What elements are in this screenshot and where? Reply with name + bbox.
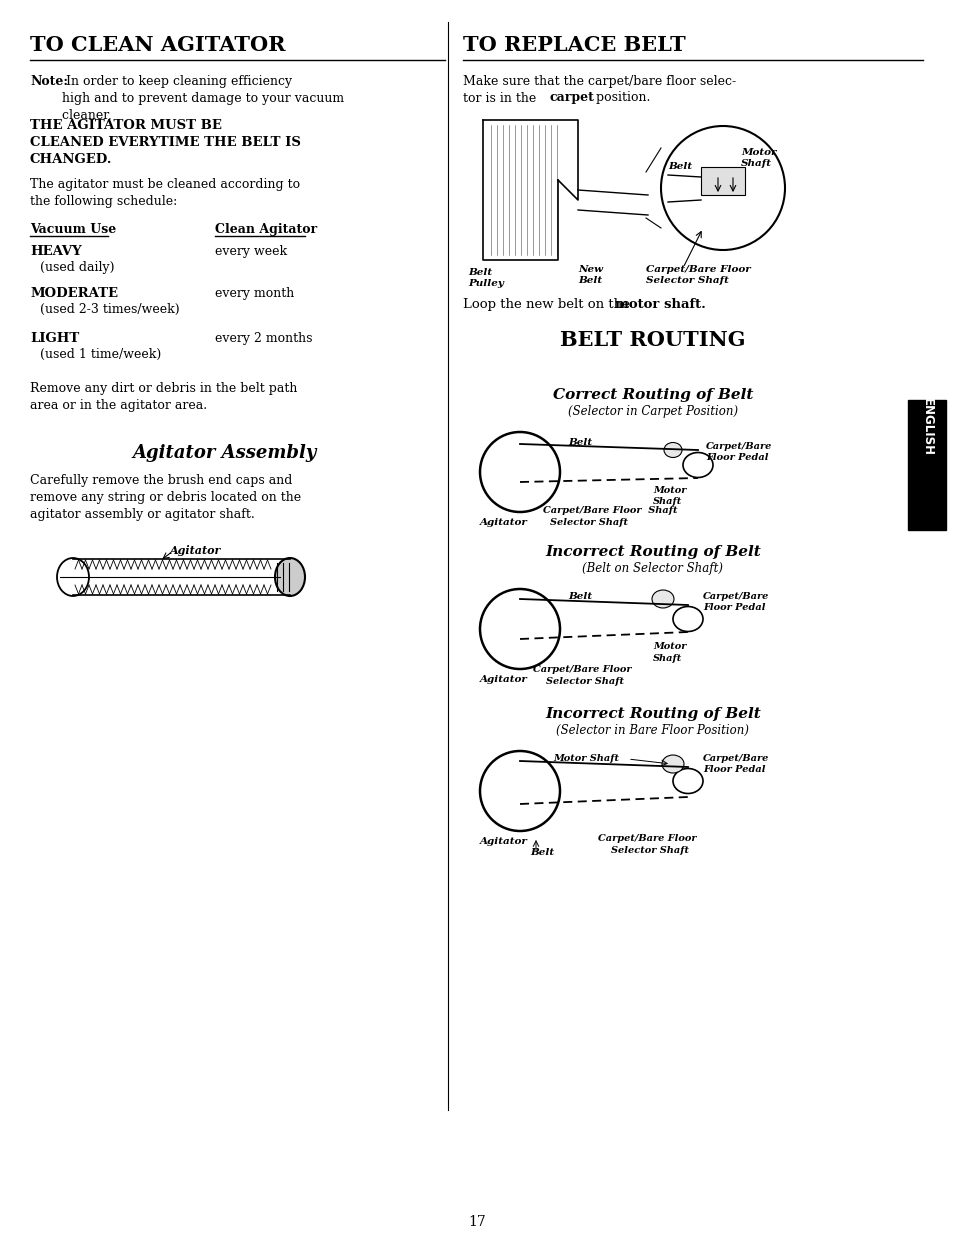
Text: (used 1 time/week): (used 1 time/week) bbox=[40, 348, 161, 361]
Text: motor shaft.: motor shaft. bbox=[615, 298, 705, 311]
Text: Agitator: Agitator bbox=[479, 518, 527, 527]
Text: Vacuum Use: Vacuum Use bbox=[30, 223, 116, 236]
Bar bbox=[907, 401, 945, 529]
Text: New
Belt: New Belt bbox=[578, 265, 602, 285]
Text: Shaft: Shaft bbox=[652, 653, 681, 663]
Text: Carpet/Bare
Floor Pedal: Carpet/Bare Floor Pedal bbox=[702, 754, 768, 774]
Text: In order to keep cleaning efficiency
high and to prevent damage to your vacuum
c: In order to keep cleaning efficiency hig… bbox=[62, 74, 344, 122]
Text: Belt: Belt bbox=[567, 591, 592, 601]
Text: Incorrect Routing of Belt: Incorrect Routing of Belt bbox=[544, 546, 760, 559]
Text: Belt: Belt bbox=[530, 848, 554, 857]
Text: HEAVY: HEAVY bbox=[30, 246, 82, 258]
Text: Belt
Pulley: Belt Pulley bbox=[468, 268, 503, 288]
Text: Carpet/Bare Floor
Selector Shaft: Carpet/Bare Floor Selector Shaft bbox=[645, 265, 750, 285]
Text: MODERATE: MODERATE bbox=[30, 286, 118, 300]
Text: Remove any dirt or debris in the belt path
area or in the agitator area.: Remove any dirt or debris in the belt pa… bbox=[30, 382, 297, 412]
Text: Agitator Assembly: Agitator Assembly bbox=[132, 444, 316, 463]
Text: LIGHT: LIGHT bbox=[30, 332, 79, 345]
Text: THE AGITATOR MUST BE
CLEANED EVERYTIME THE BELT IS
CHANGED.: THE AGITATOR MUST BE CLEANED EVERYTIME T… bbox=[30, 119, 300, 166]
Text: Correct Routing of Belt: Correct Routing of Belt bbox=[552, 388, 753, 402]
Text: Motor: Motor bbox=[652, 486, 685, 495]
Text: Belt: Belt bbox=[567, 438, 592, 446]
Text: Make sure that the carpet/bare floor selec-
tor is in the: Make sure that the carpet/bare floor sel… bbox=[462, 74, 736, 105]
Text: every week: every week bbox=[214, 246, 287, 258]
Text: Carefully remove the brush end caps and
remove any string or debris located on t: Carefully remove the brush end caps and … bbox=[30, 474, 301, 521]
Text: TO REPLACE BELT: TO REPLACE BELT bbox=[462, 35, 685, 55]
Ellipse shape bbox=[274, 558, 305, 596]
Text: Carpet/Bare Floor: Carpet/Bare Floor bbox=[598, 835, 696, 843]
Text: 17: 17 bbox=[468, 1215, 485, 1229]
Text: Carpet/Bare
Floor Pedal: Carpet/Bare Floor Pedal bbox=[705, 441, 772, 463]
Text: ENGLISH: ENGLISH bbox=[920, 398, 933, 456]
Text: (used daily): (used daily) bbox=[40, 260, 114, 274]
Text: Motor: Motor bbox=[652, 642, 685, 651]
Text: position.: position. bbox=[592, 91, 650, 104]
Text: Motor
Shaft: Motor Shaft bbox=[740, 148, 776, 169]
Text: Selector Shaft: Selector Shaft bbox=[610, 846, 688, 856]
Text: every 2 months: every 2 months bbox=[214, 332, 313, 345]
Ellipse shape bbox=[663, 443, 681, 458]
Text: Selector Shaft: Selector Shaft bbox=[545, 677, 623, 686]
Text: Carpet/Bare Floor: Carpet/Bare Floor bbox=[533, 665, 631, 675]
Text: carpet: carpet bbox=[550, 91, 595, 104]
Text: Shaft: Shaft bbox=[652, 497, 681, 506]
Text: Agitator: Agitator bbox=[479, 675, 527, 684]
Text: TO CLEAN AGITATOR: TO CLEAN AGITATOR bbox=[30, 35, 285, 55]
Text: Belt: Belt bbox=[667, 162, 691, 171]
Text: (Selector in Carpet Position): (Selector in Carpet Position) bbox=[567, 405, 738, 418]
Text: (used 2-3 times/week): (used 2-3 times/week) bbox=[40, 303, 179, 316]
Text: Selector Shaft: Selector Shaft bbox=[550, 518, 627, 527]
Text: Note:: Note: bbox=[30, 74, 68, 88]
Text: (Selector in Bare Floor Position): (Selector in Bare Floor Position) bbox=[556, 724, 749, 737]
Bar bbox=[700, 167, 744, 195]
Ellipse shape bbox=[651, 590, 673, 608]
Text: Clean Agitator: Clean Agitator bbox=[214, 223, 316, 236]
Text: Loop the new belt on the: Loop the new belt on the bbox=[462, 298, 634, 311]
Text: Motor Shaft: Motor Shaft bbox=[553, 754, 618, 763]
Text: every month: every month bbox=[214, 286, 294, 300]
Text: The agitator must be cleaned according to
the following schedule:: The agitator must be cleaned according t… bbox=[30, 179, 300, 208]
Text: Carpet/Bare Floor  Shaft: Carpet/Bare Floor Shaft bbox=[542, 506, 677, 515]
Text: Agitator: Agitator bbox=[479, 837, 527, 846]
Text: Carpet/Bare
Floor Pedal: Carpet/Bare Floor Pedal bbox=[702, 591, 768, 613]
Text: Incorrect Routing of Belt: Incorrect Routing of Belt bbox=[544, 707, 760, 720]
Text: (Belt on Selector Shaft): (Belt on Selector Shaft) bbox=[582, 562, 722, 575]
Text: BELT ROUTING: BELT ROUTING bbox=[559, 330, 745, 350]
Text: Agitator: Agitator bbox=[170, 546, 221, 556]
Ellipse shape bbox=[661, 755, 683, 773]
